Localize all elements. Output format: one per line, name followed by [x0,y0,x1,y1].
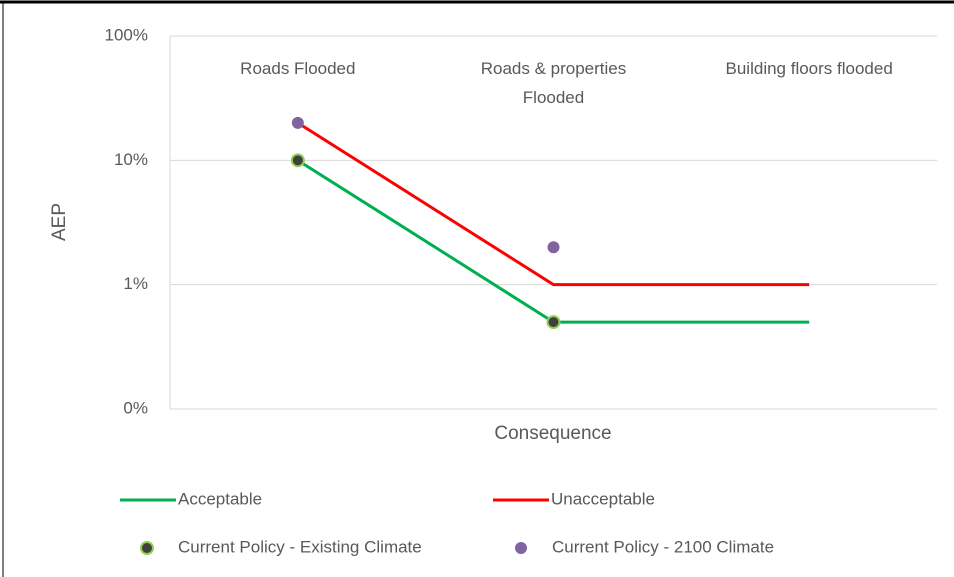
legend-swatch [140,541,154,555]
series-line [297,159,810,324]
legend-label: Unacceptable [551,489,655,508]
series-point [290,153,305,168]
series-line [297,121,810,287]
series-point [291,116,304,129]
y-tick-label: 100% [105,25,148,44]
legend-label: Current Policy - 2100 Climate [552,537,774,556]
category-label: Roads Flooded [240,59,356,78]
category-label: Building floors flooded [725,59,893,78]
y-tick-label: 10% [114,150,148,169]
series-point [547,241,560,254]
legend-label: Current Policy - Existing Climate [178,537,422,556]
y-tick-label: 0% [123,398,148,417]
category-label: Roads & properties Flooded [480,59,627,107]
legend-swatch [515,542,527,554]
y-axis-title: AEP [49,203,70,241]
legend-label: Acceptable [178,489,262,508]
series-point [546,315,561,330]
y-tick-label: 1% [123,274,148,293]
x-axis-title: Consequence [494,423,611,444]
